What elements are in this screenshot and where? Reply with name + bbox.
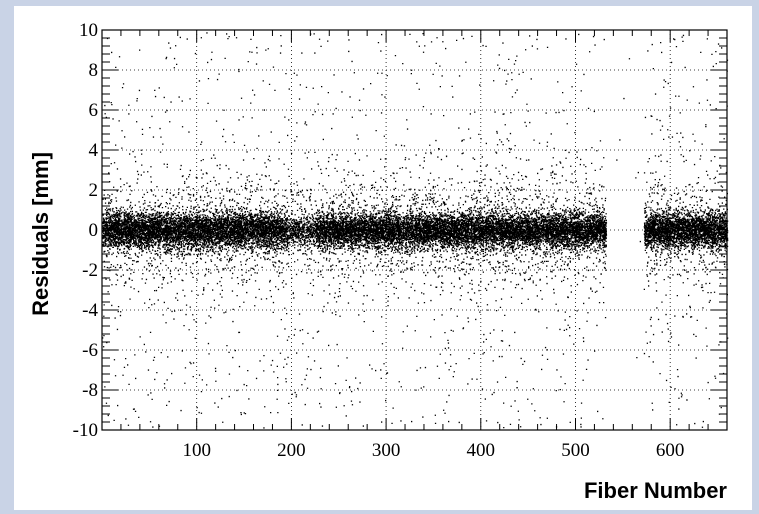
y-axis-title: Residuals [mm] bbox=[28, 152, 53, 316]
y-tick-label: 10 bbox=[79, 20, 98, 41]
x-tick-label: 400 bbox=[467, 440, 496, 461]
y-tick-label: 8 bbox=[89, 60, 99, 81]
scatter-points bbox=[102, 32, 729, 429]
tick-labels: 100 200 300 400 500 600 -10 -8 -6 -4 -2 0 2 4 6 8 10 bbox=[73, 20, 685, 461]
y-tick-label: -6 bbox=[82, 340, 98, 361]
y-tick-label: -10 bbox=[73, 420, 98, 441]
scatter-plot: 100 200 300 400 500 600 -10 -8 -6 -4 -2 0 2 4 6 8 10 Fib… bbox=[28, 20, 729, 503]
x-tick-label: 600 bbox=[656, 440, 685, 461]
x-tick-label: 500 bbox=[561, 440, 590, 461]
y-tick-label: 0 bbox=[89, 220, 99, 241]
y-tick-label: 2 bbox=[89, 180, 99, 201]
y-tick-label: 6 bbox=[89, 100, 99, 121]
x-tick-label: 200 bbox=[277, 440, 306, 461]
y-tick-label: -2 bbox=[82, 260, 98, 281]
y-tick-label: -4 bbox=[82, 300, 98, 321]
data-points bbox=[102, 32, 729, 429]
x-axis-title: Fiber Number bbox=[584, 478, 727, 503]
y-tick-label: -8 bbox=[82, 380, 98, 401]
y-tick-label: 4 bbox=[89, 140, 99, 161]
chart-frame: 100 200 300 400 500 600 -10 -8 -6 -4 -2 0 2 4 6 8 10 Fib… bbox=[14, 6, 752, 510]
x-tick-label: 100 bbox=[182, 440, 211, 461]
x-tick-label: 300 bbox=[372, 440, 401, 461]
axis-ticks bbox=[102, 29, 728, 431]
